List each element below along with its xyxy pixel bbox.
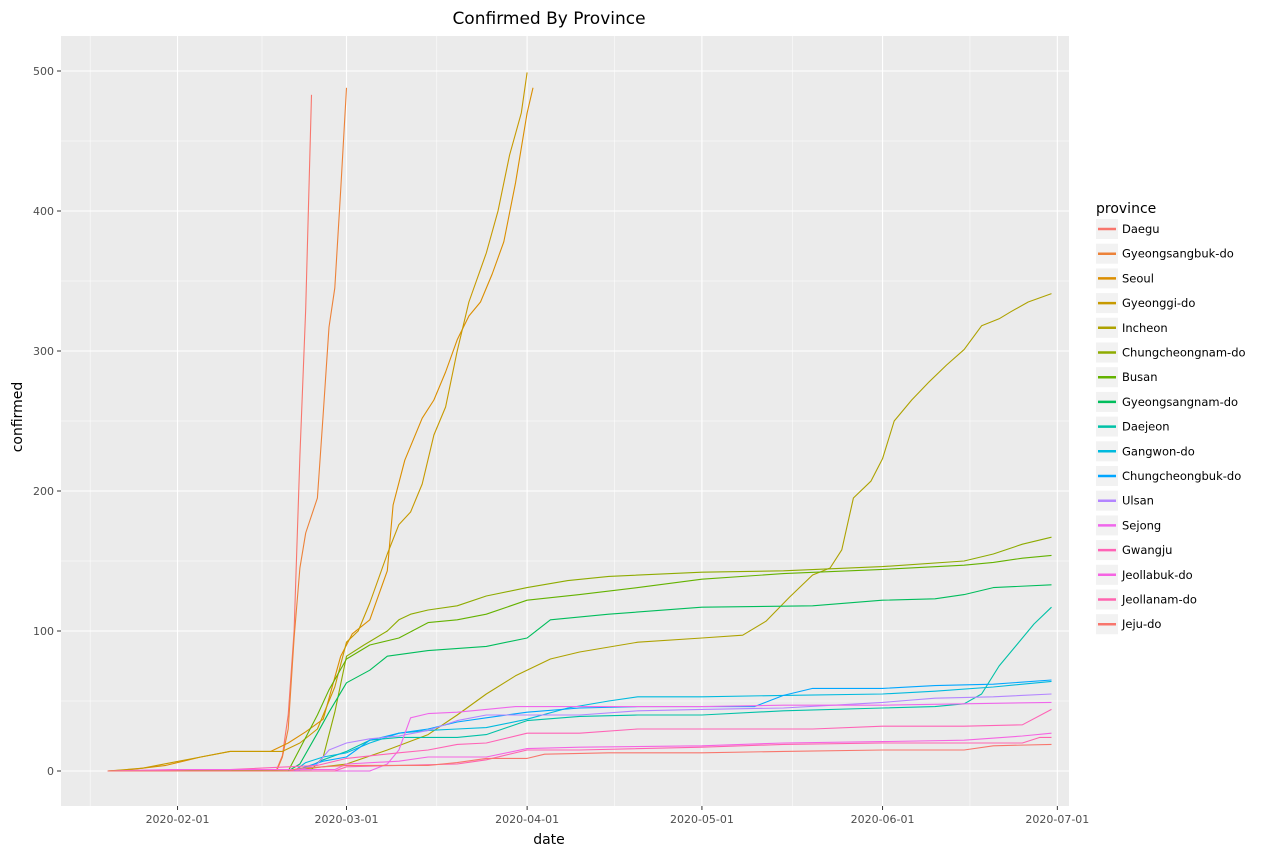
y-axis-ticks: 0 100 200 300 400 500 <box>33 65 61 778</box>
series-line-jeollabuk-do <box>107 732 1052 772</box>
legend-item: Daejeon <box>1096 416 1170 437</box>
series-line-jeju-do <box>107 743 1052 772</box>
legend-item: Gangwon-do <box>1096 441 1195 462</box>
legend-item: Incheon <box>1096 317 1168 338</box>
series-line-gyeongsangnam-do <box>107 584 1052 772</box>
legend-label: Gyeongsangbuk-do <box>1122 247 1234 261</box>
series-line-chungcheongnam-do <box>107 536 1052 772</box>
series-line-sejong <box>107 701 1052 772</box>
x-tick-label: 2020-05-01 <box>670 813 734 826</box>
y-tick-label: 400 <box>33 205 54 218</box>
legend-item: Chungcheongnam-do <box>1096 342 1246 363</box>
y-tick-label: 100 <box>33 625 54 638</box>
legend-label: Gyeongsangnam-do <box>1122 395 1238 409</box>
legend-item: Ulsan <box>1096 490 1154 511</box>
legend-item: Chungcheongbuk-do <box>1096 466 1241 486</box>
legend-label: Chungcheongnam-do <box>1122 346 1246 360</box>
legend-label: Gyeonggi-do <box>1122 296 1195 310</box>
legend-item: Daegu <box>1096 219 1160 239</box>
x-tick-label: 2020-06-01 <box>851 813 915 826</box>
legend-label: Busan <box>1122 370 1158 384</box>
legend-label: Gwangju <box>1122 543 1172 557</box>
x-tick-label: 2020-07-01 <box>1025 813 1089 826</box>
x-tick-label: 2020-04-01 <box>495 813 559 826</box>
series-line-jeollanam-do <box>107 736 1052 772</box>
legend-item: Jeollanam-do <box>1096 589 1197 610</box>
legend-item: Gyeongsangbuk-do <box>1096 243 1234 264</box>
y-tick-label: 500 <box>33 65 54 78</box>
series-line-busan <box>107 554 1052 772</box>
x-axis-title: date <box>533 832 565 848</box>
legend-item: Gyeongsangnam-do <box>1096 391 1238 412</box>
series-line-gyeonggi-do <box>107 72 528 772</box>
legend-item: Seoul <box>1096 268 1154 289</box>
legend-title: province <box>1096 201 1156 217</box>
series-line-ulsan <box>107 693 1052 772</box>
series-line-gyeongsangbuk-do <box>107 87 348 772</box>
y-tick-label: 300 <box>33 345 54 358</box>
legend-label: Daejeon <box>1122 420 1170 434</box>
legend-label: Sejong <box>1122 518 1161 532</box>
series-lines <box>107 72 1052 772</box>
legend-label: Chungcheongbuk-do <box>1122 469 1241 483</box>
legend-item: Sejong <box>1096 515 1161 536</box>
legend-label: Ulsan <box>1122 494 1154 508</box>
legend-item: Gwangju <box>1096 540 1172 561</box>
legend-label: Jeollanam-do <box>1121 593 1197 607</box>
legend-item: Jeju-do <box>1096 614 1161 635</box>
y-axis-title: confirmed <box>10 382 26 453</box>
series-line-gangwon-do <box>107 680 1052 772</box>
x-tick-label: 2020-03-01 <box>315 813 379 826</box>
legend-label: Jeollabuk-do <box>1121 568 1193 582</box>
series-line-gwangju <box>107 708 1052 772</box>
chart-title: Confirmed By Province <box>452 9 645 29</box>
legend-label: Seoul <box>1122 271 1154 285</box>
legend-label: Daegu <box>1122 222 1160 236</box>
y-tick-label: 0 <box>47 765 54 778</box>
series-line-chungcheongbuk-do <box>107 679 1052 772</box>
minor-gridlines <box>61 36 1069 806</box>
legend-label: Incheon <box>1122 321 1168 335</box>
legend-item: Busan <box>1096 367 1158 388</box>
y-tick-label: 200 <box>33 485 54 498</box>
major-gridlines <box>61 36 1069 806</box>
legend-label: Gangwon-do <box>1122 444 1195 458</box>
legend-item: Jeollabuk-do <box>1096 564 1193 585</box>
legend-item: Gyeonggi-do <box>1096 293 1195 314</box>
x-tick-label: 2020-02-01 <box>146 813 210 826</box>
series-line-incheon <box>107 293 1052 772</box>
legend-label: Jeju-do <box>1121 617 1161 631</box>
legend: province Daegu Gyeongsangbuk-do Seoul Gyeon… <box>1096 201 1246 635</box>
x-axis-ticks: 2020-02-01 2020-03-01 2020-04-01 2020-05-01… <box>146 806 1089 826</box>
